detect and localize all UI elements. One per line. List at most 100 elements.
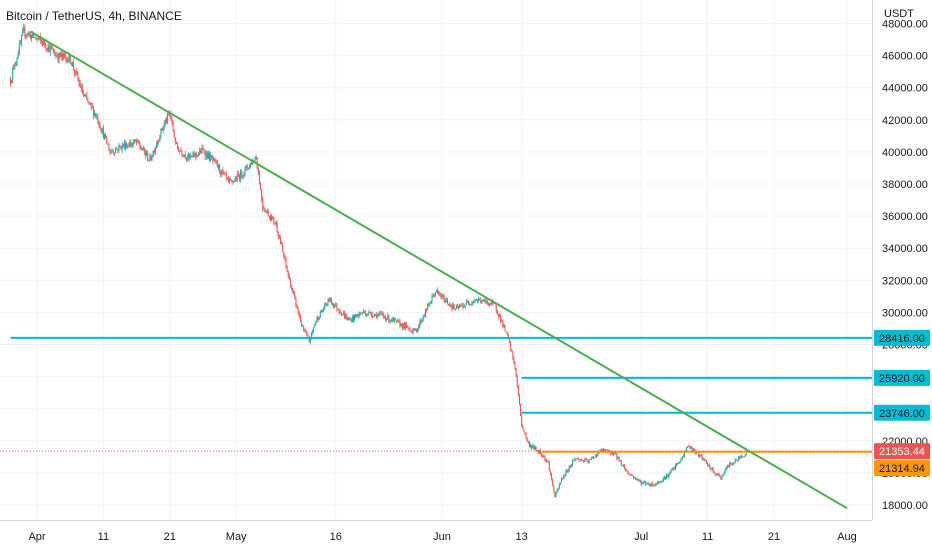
candle-body (613, 453, 615, 456)
candle-body (620, 460, 622, 466)
candle-body (644, 482, 645, 484)
candle-body (475, 299, 477, 301)
candle-body (392, 318, 394, 321)
candle-body (45, 45, 47, 49)
candle-body (634, 477, 636, 479)
candle-body (561, 478, 563, 483)
candle-body (227, 177, 229, 181)
candle-body (361, 312, 363, 314)
candle-body (312, 330, 314, 333)
candle-body (306, 333, 308, 335)
candle-body (426, 309, 428, 311)
trendline[interactable] (29, 30, 848, 510)
candle-body (152, 150, 154, 157)
candle-body (423, 315, 425, 318)
candle-body (352, 316, 354, 321)
candle-body (98, 122, 100, 126)
candle-body (530, 445, 532, 447)
candle-body (527, 441, 529, 443)
candle-body (662, 478, 664, 481)
candle-body (388, 315, 390, 322)
candle-body (445, 300, 447, 301)
candle-body (100, 128, 102, 132)
candle-body (180, 150, 182, 152)
candle-body (292, 288, 294, 291)
candle-body (300, 321, 302, 326)
candle-body (434, 292, 436, 296)
candle-body (688, 446, 690, 447)
candle-body (686, 447, 688, 451)
candle-body (234, 178, 236, 182)
candle-body (213, 158, 215, 161)
candle-body (440, 295, 442, 298)
candle-body (165, 120, 167, 122)
candle-body (601, 449, 603, 452)
candle-body (164, 120, 166, 124)
candle-body (75, 70, 77, 74)
candle-body (721, 475, 723, 480)
y-tick-label: 36000.00 (882, 211, 928, 223)
candle-body (514, 363, 516, 369)
candle-body (339, 312, 341, 314)
candle-body (120, 146, 122, 150)
candle-body (523, 428, 525, 433)
candle-body (379, 313, 381, 315)
candle-body (225, 173, 227, 178)
candle-body (355, 314, 357, 317)
candle-body (413, 328, 415, 331)
level-price-label: 23746.00 (879, 408, 925, 420)
x-tick-label: 11 (98, 531, 109, 543)
candle-body (240, 171, 242, 180)
candle-body (174, 137, 176, 144)
candle-body (691, 447, 693, 452)
candle-body (490, 303, 492, 305)
candle-body (177, 143, 179, 149)
candle-body (522, 425, 524, 429)
candle-body (184, 154, 186, 158)
candle-body (370, 312, 372, 315)
candle-body (611, 452, 613, 456)
candle-body (587, 461, 589, 463)
candle-body (588, 459, 590, 463)
x-tick-label: 11 (702, 531, 713, 543)
candle-body (630, 474, 632, 476)
candle-body (293, 290, 295, 294)
candle-body (330, 298, 332, 304)
candle-body (489, 303, 491, 306)
candle-body (351, 316, 353, 322)
candle-body (649, 485, 651, 487)
candle-body (663, 477, 665, 479)
candle-body (468, 302, 470, 305)
last-price-label: 21353.44 (879, 446, 925, 458)
candle-body (42, 41, 44, 45)
candle-body (257, 168, 259, 174)
candle-body (181, 151, 183, 155)
candle-body (356, 314, 358, 317)
candle-body (518, 394, 520, 404)
candle-body (638, 479, 640, 481)
candle-body (76, 70, 78, 75)
candle-body (702, 458, 704, 460)
candle-body (465, 301, 467, 306)
candle-body (653, 484, 655, 486)
y-tick-label: 48000.00 (882, 19, 928, 31)
candle-body (105, 134, 107, 137)
candle-body (81, 86, 83, 94)
candle-body (678, 462, 680, 464)
candle-body (108, 144, 110, 152)
candle-body (51, 48, 53, 50)
candle-body (593, 457, 595, 458)
candle-body (673, 468, 675, 470)
candle-body (577, 458, 579, 460)
candle-body (479, 299, 481, 301)
candle-body (309, 339, 311, 342)
candle-body (382, 314, 384, 317)
candle-body (604, 449, 606, 452)
candle-body (343, 313, 345, 315)
candle-body (267, 210, 269, 217)
candle-body (323, 308, 325, 311)
candle-body (79, 82, 81, 89)
candle-body (711, 468, 713, 470)
candle-body (237, 174, 239, 176)
